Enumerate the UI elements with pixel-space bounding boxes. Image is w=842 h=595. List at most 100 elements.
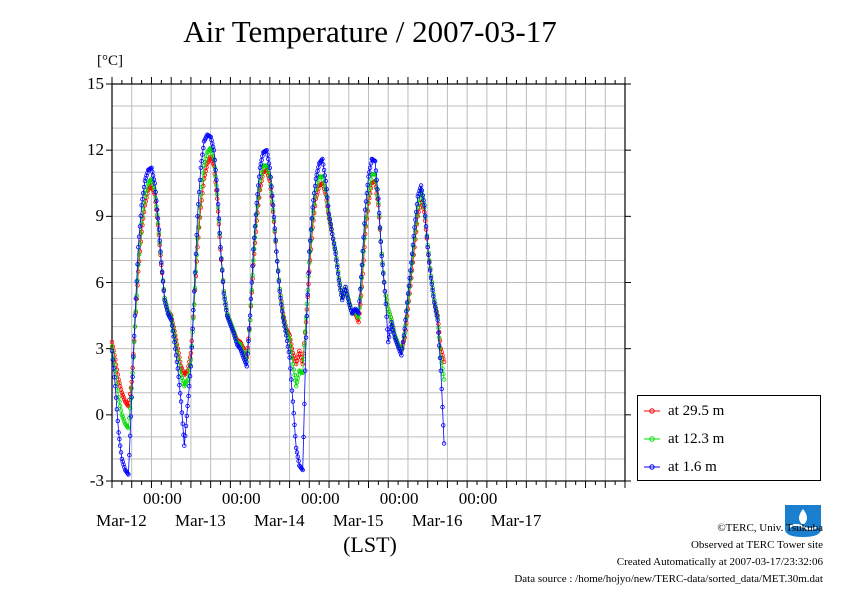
- data-point-at-12-3-m: [127, 406, 133, 411]
- data-point-at-1-6-m: [222, 296, 227, 302]
- data-point-at-1-6-m: [333, 251, 338, 256]
- data-point-at-12-3-m: [121, 417, 126, 422]
- data-point-at-1-6-m: [413, 217, 418, 222]
- data-point-at-1-6-m: [406, 283, 411, 288]
- data-point-at-1-6-m: [190, 326, 195, 331]
- data-point-at-1-6-m: [393, 337, 398, 342]
- data-point-at-1-6-m: [326, 211, 332, 217]
- data-point-at-1-6-m: [173, 353, 179, 358]
- data-point-at-1-6-m: [308, 227, 314, 232]
- data-point-at-1-6-m: [243, 361, 249, 367]
- data-point-at-12-3-m: [152, 187, 157, 193]
- data-point-at-12-3-m: [118, 408, 124, 413]
- data-point-at-1-6-m: [345, 296, 351, 301]
- data-point-at-12-3-m: [265, 166, 270, 171]
- data-point-at-1-6-m: [150, 173, 156, 178]
- y-tick-label: 0: [95, 404, 105, 424]
- data-point-at-1-6-m: [309, 216, 314, 221]
- data-point-at-1-6-m: [411, 233, 416, 239]
- data-point-at-1-6-m: [187, 374, 193, 379]
- data-point-at-1-6-m: [389, 320, 394, 325]
- data-point-at-1-6-m: [395, 342, 400, 347]
- data-point-at-12-3-m: [180, 378, 185, 383]
- y-tick-label: 15: [87, 74, 104, 93]
- data-point-at-1-6-m: [423, 224, 429, 229]
- data-point-at-12-3-m: [193, 269, 199, 274]
- y-tick-label: -3: [89, 471, 104, 490]
- data-point-at-1-6-m: [134, 279, 139, 284]
- data-point-at-1-6-m: [197, 177, 203, 183]
- data-point-at-1-6-m: [199, 158, 204, 164]
- data-point-at-29-5-m: [187, 355, 193, 360]
- data-point-at-1-6-m: [233, 339, 239, 344]
- data-point-at-1-6-m: [321, 162, 326, 167]
- data-point-at-12-3-m: [409, 261, 415, 266]
- data-point-at-12-3-m: [119, 412, 125, 417]
- data-point-at-1-6-m: [402, 326, 407, 331]
- data-point-at-1-6-m: [141, 184, 147, 190]
- data-point-at-1-6-m: [223, 302, 228, 307]
- data-point-at-29-5-m: [300, 361, 305, 367]
- data-point-at-1-6-m: [155, 216, 161, 221]
- data-point-at-1-6-m: [336, 278, 342, 283]
- data-point-at-12-3-m: [300, 370, 305, 376]
- data-point-at-1-6-m: [330, 231, 335, 237]
- data-point-at-29-5-m: [437, 338, 443, 343]
- data-point-at-1-6-m: [426, 252, 431, 258]
- legend-label-12-3m: at 12.3 m: [668, 430, 725, 447]
- data-point-at-1-6-m: [356, 311, 361, 316]
- data-point-at-12-3-m: [266, 171, 272, 177]
- data-point-at-1-6-m: [189, 345, 194, 350]
- data-point-at-1-6-m: [131, 354, 136, 359]
- data-point-at-1-6-m: [287, 355, 292, 360]
- data-point-at-29-5-m: [141, 209, 147, 215]
- data-point-at-1-6-m: [168, 317, 174, 323]
- data-point-at-1-6-m: [424, 234, 430, 239]
- data-point-at-1-6-m: [387, 329, 393, 335]
- data-point-at-12-3-m: [134, 293, 139, 298]
- y-tick-label: 12: [87, 140, 104, 160]
- data-point-at-1-6-m: [435, 317, 440, 323]
- data-point-at-1-6-m: [322, 173, 328, 178]
- data-point-at-1-6-m: [258, 161, 263, 167]
- data-point-at-1-6-m: [314, 172, 319, 178]
- data-point-at-29-5-m: [180, 368, 185, 373]
- legend: at 29.5 m at 12.3 m at 1.6 m: [637, 395, 821, 481]
- data-point-at-1-6-m: [295, 454, 300, 459]
- data-point-at-1-6-m: [343, 284, 348, 290]
- data-point-at-1-6-m: [335, 264, 340, 270]
- data-point-at-1-6-m: [441, 441, 447, 446]
- data-point-at-1-6-m: [161, 288, 166, 293]
- data-point-at-1-6-m: [408, 268, 413, 273]
- terc-logo: [785, 505, 821, 537]
- data-point-at-12-3-m: [294, 384, 299, 389]
- data-point-at-1-6-m: [268, 174, 273, 180]
- data-point-at-1-6-m: [192, 270, 198, 275]
- x-axis-label: (LST): [343, 532, 397, 557]
- data-point-at-1-6-m: [276, 279, 282, 284]
- data-point-at-1-6-m: [267, 165, 272, 170]
- data-point-at-1-6-m: [182, 443, 187, 448]
- data-point-at-1-6-m: [219, 256, 224, 261]
- y-tick-label: 3: [95, 338, 105, 358]
- data-point-at-1-6-m: [195, 214, 200, 219]
- data-point-at-29-5-m: [128, 385, 134, 390]
- data-point-at-1-6-m: [249, 280, 254, 285]
- data-point-at-1-6-m: [410, 242, 416, 248]
- data-point-at-1-6-m: [183, 423, 189, 429]
- data-point-at-12-3-m: [294, 380, 300, 385]
- data-point-at-1-6-m: [191, 289, 197, 294]
- data-point-at-1-6-m: [220, 279, 226, 285]
- data-point-at-1-6-m: [420, 193, 425, 198]
- footer-source: Data source : /home/hojyo/new/TERC-data/…: [514, 573, 823, 585]
- x-date-label: Mar-15: [332, 511, 384, 530]
- data-point-at-1-6-m: [133, 296, 138, 301]
- data-point-at-1-6-m: [270, 203, 276, 208]
- data-point-at-1-6-m: [284, 338, 290, 344]
- data-point-at-1-6-m: [127, 433, 133, 438]
- data-point-at-29-5-m: [122, 397, 127, 402]
- data-point-at-1-6-m: [255, 192, 260, 197]
- data-point-at-12-3-m: [269, 190, 274, 196]
- data-point-at-1-6-m: [404, 300, 410, 305]
- data-point-at-1-6-m: [319, 157, 324, 163]
